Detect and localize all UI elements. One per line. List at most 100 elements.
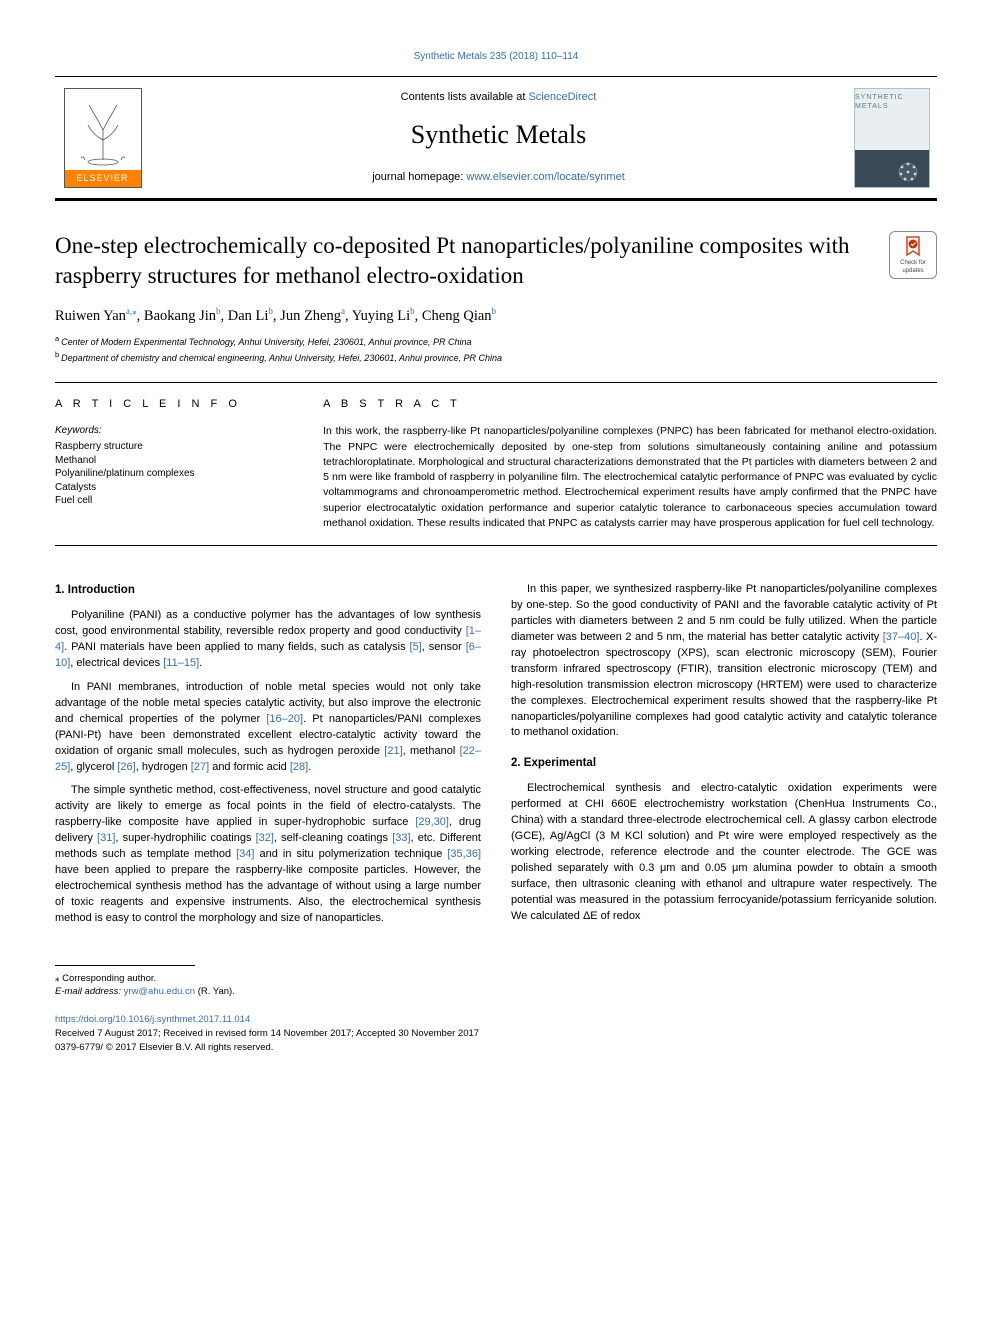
info-abstract-row: A R T I C L E I N F O Keywords: Raspberr… xyxy=(55,382,937,546)
body-col-right: In this paper, we synthesized raspberry-… xyxy=(511,582,937,935)
author-3: Dan Li xyxy=(228,308,269,324)
running-header: Synthetic Metals 235 (2018) 110–114 xyxy=(55,50,937,64)
body-col-left: 1. Introduction Polyaniline (PANI) as a … xyxy=(55,582,481,935)
author-1: Ruiwen Yan xyxy=(55,308,126,324)
email-line: E-mail address: yrw@ahu.edu.cn (R. Yan). xyxy=(55,985,937,998)
p1-text: . xyxy=(199,657,202,669)
abstract-col: A B S T R A C T In this work, the raspbe… xyxy=(323,397,937,531)
elsevier-logo-icon: ELSEVIER xyxy=(64,88,142,188)
author-3-aff[interactable]: b xyxy=(268,306,273,316)
footnotes: ⁎ Corresponding author. E-mail address: … xyxy=(55,972,937,999)
p2-text: , hydrogen xyxy=(136,761,191,773)
article-info-heading: A R T I C L E I N F O xyxy=(55,397,293,412)
section-1-heading: 1. Introduction xyxy=(55,582,481,598)
homepage-prefix: journal homepage: xyxy=(372,171,466,183)
ref-link[interactable]: [26] xyxy=(117,761,135,773)
author-5-aff[interactable]: b xyxy=(410,306,415,316)
ref-link[interactable]: [11–15] xyxy=(163,657,199,669)
ref-link[interactable]: [28] xyxy=(290,761,308,773)
abstract-heading: A B S T R A C T xyxy=(323,397,937,412)
keywords-heading: Keywords: xyxy=(55,424,293,438)
authors-line: Ruiwen Yana,⁎, Baokang Jinb, Dan Lib, Ju… xyxy=(55,305,937,326)
ref-link[interactable]: [35,36] xyxy=(447,848,481,860)
p1-text: , electrical devices xyxy=(70,657,163,669)
affiliation-b: bDepartment of chemistry and chemical en… xyxy=(55,350,937,365)
email-label: E-mail address: xyxy=(55,986,124,997)
received-line: Received 7 August 2017; Received in revi… xyxy=(55,1027,937,1040)
author-6-aff[interactable]: b xyxy=(492,306,497,316)
journal-name: Synthetic Metals xyxy=(411,117,586,153)
intro-para-2: In PANI membranes, introduction of noble… xyxy=(55,680,481,776)
doi-link[interactable]: https://doi.org/10.1016/j.synthmet.2017.… xyxy=(55,1014,250,1025)
p3-text: and in situ polymerization technique xyxy=(254,848,447,860)
keyword-item: Raspberry structure xyxy=(55,440,293,454)
corresponding-author-note: ⁎ Corresponding author. xyxy=(55,972,937,985)
publisher-name-label: ELSEVIER xyxy=(65,170,141,187)
affiliation-a: aCenter of Modern Experimental Technolog… xyxy=(55,334,937,349)
aff-a-text: Center of Modern Experimental Technology… xyxy=(61,337,471,347)
p3-text: , super-hydrophilic coatings xyxy=(115,832,255,844)
p1-text: , sensor xyxy=(422,641,466,653)
ref-link[interactable]: [27] xyxy=(191,761,209,773)
author-4: Jun Zheng xyxy=(280,308,341,324)
ref-link[interactable]: [33] xyxy=(392,832,410,844)
p3-text: have been applied to prepare the raspber… xyxy=(55,864,481,924)
article-title: One-step electrochemically co-deposited … xyxy=(55,231,869,291)
journal-header-block: ELSEVIER Contents lists available at Sci… xyxy=(55,76,937,201)
p2-text: , glycerol xyxy=(70,761,117,773)
aff-b-marker: b xyxy=(55,350,59,359)
keyword-item: Polyaniline/platinum complexes xyxy=(55,467,293,481)
author-1-corr[interactable]: ⁎ xyxy=(132,306,137,316)
ref-link[interactable]: [34] xyxy=(236,848,254,860)
keyword-item: Methanol xyxy=(55,454,293,468)
ref-link[interactable]: [31] xyxy=(97,832,115,844)
article-info-col: A R T I C L E I N F O Keywords: Raspberr… xyxy=(55,397,293,531)
paper-page: Synthetic Metals 235 (2018) 110–114 ELSE… xyxy=(0,0,992,1104)
p2-text: and formic acid xyxy=(209,761,290,773)
p4-text: In this paper, we synthesized raspberry-… xyxy=(511,583,937,643)
author-2-aff[interactable]: b xyxy=(216,306,221,316)
ref-link[interactable]: [37–40] xyxy=(883,631,920,643)
publisher-logo: ELSEVIER xyxy=(55,77,150,198)
check-updates-badge[interactable]: Check for updates xyxy=(889,231,937,279)
copyright-line: 0379-6779/ © 2017 Elsevier B.V. All righ… xyxy=(55,1041,937,1054)
affiliations: aCenter of Modern Experimental Technolog… xyxy=(55,334,937,364)
author-4-aff[interactable]: a xyxy=(341,306,345,316)
keywords-list: Raspberry structure Methanol Polyaniline… xyxy=(55,440,293,508)
sciencedirect-link[interactable]: ScienceDirect xyxy=(528,91,596,103)
doi-line: https://doi.org/10.1016/j.synthmet.2017.… xyxy=(55,1013,937,1026)
cover-title-label: SYNTHETIC METALS xyxy=(855,93,929,113)
experimental-para-1: Electrochemical synthesis and electro-ca… xyxy=(511,781,937,924)
section-2-heading: 2. Experimental xyxy=(511,755,937,771)
ref-link[interactable]: [21] xyxy=(384,745,402,757)
body-columns: 1. Introduction Polyaniline (PANI) as a … xyxy=(55,582,937,935)
p4-text: . X-ray photoelectron spectroscopy (XPS)… xyxy=(511,631,937,739)
ref-link[interactable]: [5] xyxy=(410,641,422,653)
footnote-rule xyxy=(55,965,195,966)
corr-email-link[interactable]: yrw@ahu.edu.cn xyxy=(124,986,195,997)
aff-a-marker: a xyxy=(55,334,59,343)
p1-text: . PANI materials have been applied to ma… xyxy=(64,641,409,653)
p1-text: Polyaniline (PANI) as a conductive polym… xyxy=(55,609,481,637)
journal-homepage-line: journal homepage: www.elsevier.com/locat… xyxy=(372,170,625,185)
keyword-item: Catalysts xyxy=(55,481,293,495)
email-name: (R. Yan). xyxy=(195,986,235,997)
running-header-link[interactable]: Synthetic Metals 235 (2018) 110–114 xyxy=(414,51,579,62)
author-2: Baokang Jin xyxy=(144,308,216,324)
ref-link[interactable]: [16–20] xyxy=(266,713,303,725)
journal-homepage-link[interactable]: www.elsevier.com/locate/synmet xyxy=(466,171,624,183)
aff-b-text: Department of chemistry and chemical eng… xyxy=(61,353,502,363)
journal-center-block: Contents lists available at ScienceDirec… xyxy=(150,77,847,198)
p3-text: , self-cleaning coatings xyxy=(274,832,392,844)
journal-cover-icon: SYNTHETIC METALS xyxy=(854,88,930,188)
ref-link[interactable]: [29,30] xyxy=(415,816,449,828)
keyword-item: Fuel cell xyxy=(55,494,293,508)
bookmark-check-icon xyxy=(901,235,925,259)
p2-text: . xyxy=(308,761,311,773)
journal-cover: SYNTHETIC METALS xyxy=(847,77,937,198)
author-5: Yuying Li xyxy=(352,308,410,324)
corr-marker: ⁎ xyxy=(55,973,60,983)
contents-lists-line: Contents lists available at ScienceDirec… xyxy=(401,90,597,105)
title-block: One-step electrochemically co-deposited … xyxy=(55,231,937,291)
ref-link[interactable]: [32] xyxy=(256,832,274,844)
